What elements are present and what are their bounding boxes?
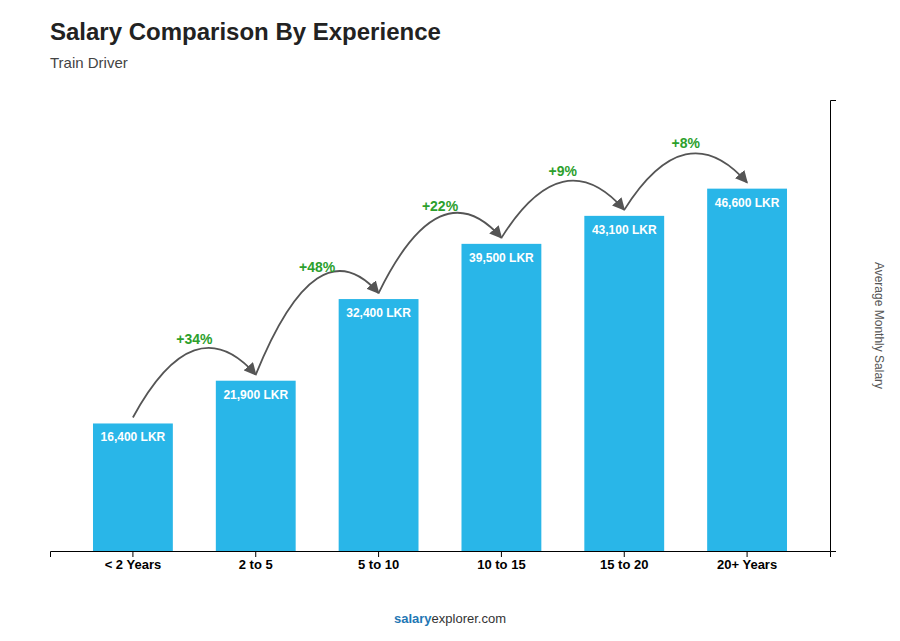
growth-arrow	[133, 348, 256, 418]
data-label: 32,400 LKR	[346, 306, 411, 320]
x-axis-line	[51, 552, 831, 558]
growth-label: +34%	[176, 331, 213, 347]
x-axis: < 2 Years 2 to 5 5 to 10 10 to 15 15 to 20 20…	[51, 551, 831, 572]
y-axis-title: Average Monthly Salary	[872, 262, 886, 389]
data-label: 21,900 LKR	[223, 388, 288, 402]
growth-arrow	[379, 213, 502, 293]
growth-label: +8%	[671, 135, 700, 151]
data-label: 39,500 LKR	[469, 251, 534, 265]
subtitle: Train Driver	[50, 54, 128, 71]
plot: < 2 Years 2 to 5 5 to 10 10 to 15 15 to 20 20…	[51, 101, 837, 573]
x-tick-mark	[624, 551, 625, 557]
x-tick-label: 20+ Years	[717, 557, 777, 572]
x-tick-label: 15 to 20	[600, 557, 648, 572]
bar	[584, 216, 664, 551]
annotations: +34% +48% +22% +9% +8%	[133, 135, 747, 417]
data-label: 43,100 LKR	[592, 223, 657, 237]
y-axis	[831, 101, 837, 552]
bar	[216, 381, 296, 551]
footer-part: explorer.com	[432, 611, 506, 626]
bars	[93, 189, 787, 551]
x-tick-label: < 2 Years	[105, 557, 162, 572]
x-tick-mark	[501, 551, 502, 557]
data-label: 46,600 LKR	[715, 196, 780, 210]
bar	[93, 423, 173, 551]
data-label: 16,400 LKR	[101, 430, 166, 444]
growth-label: +22%	[422, 198, 459, 214]
x-tick-mark	[255, 551, 256, 557]
x-tick-label: 2 to 5	[239, 557, 273, 572]
x-tick: 10 to 15	[477, 551, 525, 572]
bar	[707, 189, 787, 551]
growth-label: +48%	[299, 259, 336, 275]
x-tick: 15 to 20	[600, 551, 648, 572]
growth-arrow	[624, 153, 747, 210]
x-tick-mark	[747, 551, 748, 557]
x-tick-label: 5 to 10	[358, 557, 399, 572]
footer: salaryexplorer.com	[394, 611, 506, 626]
data-labels: 16,400 LKR 21,900 LKR 32,400 LKR 39,500 LKR…	[101, 196, 780, 445]
x-tick-label: 10 to 15	[477, 557, 525, 572]
title: Salary Comparison By Experience	[50, 18, 441, 45]
y-axis-line	[831, 101, 837, 552]
x-tick: 20+ Years	[717, 551, 777, 572]
growth-arrow	[256, 271, 379, 375]
chart: Salary Comparison By Experience Train Dri…	[0, 0, 900, 641]
bar	[339, 299, 419, 551]
x-tick-mark	[132, 551, 133, 557]
growth-arrow	[501, 181, 624, 238]
growth-label: +9%	[549, 163, 578, 179]
x-tick: 2 to 5	[239, 551, 273, 572]
x-tick: 5 to 10	[358, 551, 399, 572]
x-tick: < 2 Years	[105, 551, 162, 572]
footer-part: salary	[394, 611, 432, 626]
x-tick-mark	[378, 551, 379, 557]
bar	[461, 244, 541, 551]
